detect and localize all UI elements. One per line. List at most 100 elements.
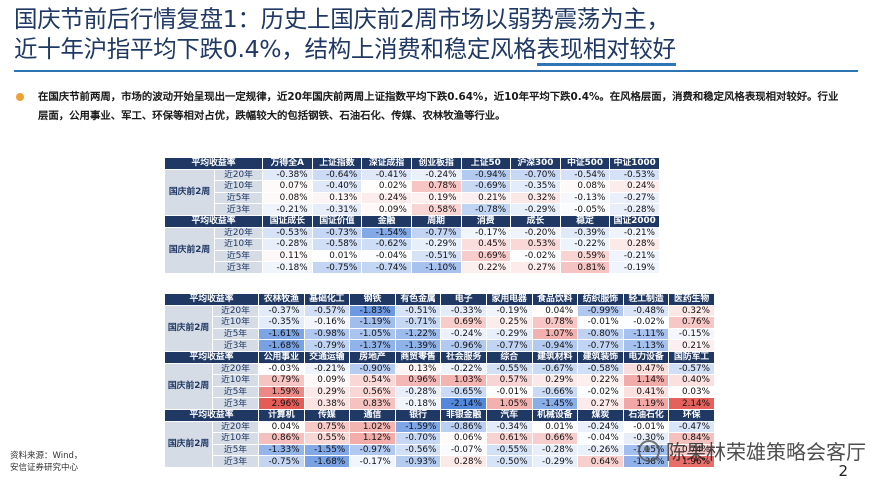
column-header: 上证50 [460, 157, 512, 170]
header-row: 平均收益率 计算机 传媒 通信 银行 非银金融 汽车 机械设备 煤炭 石油石化 环保 [164, 408, 715, 422]
value-cell: -0.19% [485, 304, 533, 318]
column-header: 消费 [460, 214, 512, 228]
value-cell: -0.66% [531, 385, 579, 399]
value-cell: -0.51% [410, 249, 462, 263]
column-header: 钢铁 [349, 293, 396, 306]
value-cell: 0.01% [311, 249, 363, 263]
value-cell: -1.68% [258, 339, 305, 352]
value-cell: -0.02% [510, 249, 561, 263]
row-label: 近3年 [212, 339, 259, 352]
value-cell: -0.22% [559, 238, 611, 251]
value-cell: -0.05% [559, 203, 611, 216]
source-note: 资料来源：Wind， 安信证券研究中心 [10, 450, 130, 474]
value-cell: 0.29% [531, 374, 579, 387]
row-label: 近10年 [214, 238, 263, 251]
value-cell: -0.01% [622, 420, 670, 434]
column-header: 汽车 [485, 408, 533, 422]
slide-title: 国庆节前后行情复盘1：历史上国庆前2周市场以弱势震荡为主， 近十年沪指平均下跌0… [14, 4, 864, 66]
value-cell: 0.76% [668, 316, 715, 329]
value-cell: -0.51% [394, 304, 442, 318]
column-header: 建筑装饰 [577, 350, 624, 364]
value-cell: -0.13% [559, 191, 611, 205]
value-cell: -2.14% [440, 397, 487, 410]
value-cell: -0.28% [394, 385, 442, 399]
value-cell: -0.18% [262, 261, 313, 274]
value-cell: 1.14% [622, 374, 670, 387]
value-cell: -0.39% [559, 226, 611, 240]
value-cell: 0.01% [531, 420, 579, 434]
value-cell: -0.26% [577, 443, 624, 457]
value-cell: -0.97% [349, 443, 396, 457]
value-cell: 1.02% [349, 420, 396, 434]
column-header: 计算机 [258, 408, 305, 422]
value-cell: -0.96% [440, 339, 487, 352]
value-cell: -0.35% [258, 316, 305, 329]
value-cell: -0.04% [577, 432, 624, 445]
value-cell: -0.22% [440, 362, 487, 376]
value-cell: -0.29% [510, 203, 561, 216]
value-cell: -0.28% [531, 443, 579, 457]
value-cell: 0.21% [460, 191, 512, 205]
value-cell: 1.03% [440, 374, 487, 387]
value-cell: -0.79% [303, 339, 351, 352]
row-label: 近10年 [212, 374, 259, 387]
table-row: 近10年 0.79% 0.09% 0.54% 0.96% 1.03% 0.57% 0.29% 0… [165, 374, 715, 387]
value-cell: -0.78% [460, 203, 512, 216]
column-header: 纺织服饰 [577, 293, 624, 306]
value-cell: -0.24% [577, 420, 624, 434]
table-row: 近5年 0.11% 0.01% -0.04% -0.51% 0.69% -0.02% 0.59… [165, 249, 660, 263]
header-row: 平均收益率 国证成长 国证价值 金融 周期 消费 成长 稳定 国证2000 [164, 214, 660, 228]
value-cell: 0.55% [303, 432, 351, 445]
value-cell: -0.70% [510, 168, 561, 182]
column-header: 成长 [510, 214, 561, 228]
table-row: 近3年 -0.75% -1.68% -0.17% -0.93% 0.28% -0.50% -0… [165, 455, 715, 468]
value-cell: -1.45% [531, 397, 579, 410]
row-label: 近3年 [212, 455, 259, 468]
value-cell: -0.35% [510, 180, 561, 193]
table-row: 近3年 -0.21% -0.31% 0.09% 0.58% -0.78% -0.29% -0.… [165, 203, 660, 216]
column-header: 农林牧渔 [258, 293, 305, 306]
corner-label: 平均收益率 [164, 293, 259, 306]
value-cell: -0.90% [349, 362, 396, 376]
table-row: 近5年 -1.61% -0.98% -1.05% -1.22% -0.24% -0.29% 1… [165, 327, 715, 341]
value-cell: 0.21% [668, 339, 715, 352]
value-cell: 0.13% [311, 191, 363, 205]
value-cell: 0.09% [361, 203, 412, 216]
row-label: 近10年 [214, 180, 263, 193]
column-header: 环保 [668, 408, 715, 422]
value-cell: 0.08% [559, 180, 611, 193]
column-header: 金融 [361, 214, 412, 228]
column-header: 传媒 [303, 408, 351, 422]
row-label: 近3年 [214, 203, 263, 216]
value-cell: 0.27% [577, 397, 624, 410]
value-cell: 0.75% [303, 420, 351, 434]
column-header: 机械设备 [531, 408, 579, 422]
value-cell: 0.81% [559, 261, 611, 274]
value-cell: -0.33% [440, 304, 487, 318]
value-cell: 0.64% [577, 455, 624, 468]
value-cell: -0.07% [440, 443, 487, 457]
table-row: 近10年 0.07% -0.40% 0.02% 0.78% -0.69% -0.35% 0.0… [165, 180, 660, 193]
value-cell: 0.02% [361, 180, 412, 193]
value-cell: -0.86% [440, 420, 487, 434]
value-cell: -1.55% [303, 443, 351, 457]
value-cell: -0.27% [609, 191, 660, 205]
row-label: 近3年 [212, 397, 259, 410]
value-cell: -0.99% [577, 304, 624, 318]
value-cell: -1.39% [394, 339, 442, 352]
value-cell: 0.25% [485, 316, 533, 329]
value-cell: 0.56% [349, 385, 396, 399]
value-cell: 0.27% [510, 261, 561, 274]
value-cell: -0.29% [485, 327, 533, 341]
value-cell: 0.69% [460, 249, 512, 263]
value-cell: 0.57% [485, 374, 533, 387]
value-cell: -0.01% [577, 316, 624, 329]
value-cell: -0.58% [577, 362, 624, 376]
value-cell: -0.01% [485, 385, 533, 399]
column-header: 创业板指 [410, 157, 462, 170]
value-cell: -1.59% [394, 420, 442, 434]
column-header: 电子 [440, 293, 487, 306]
column-header: 商贸零售 [394, 350, 442, 364]
row-label: 近20年 [214, 226, 263, 240]
value-cell: -0.28% [609, 203, 660, 216]
